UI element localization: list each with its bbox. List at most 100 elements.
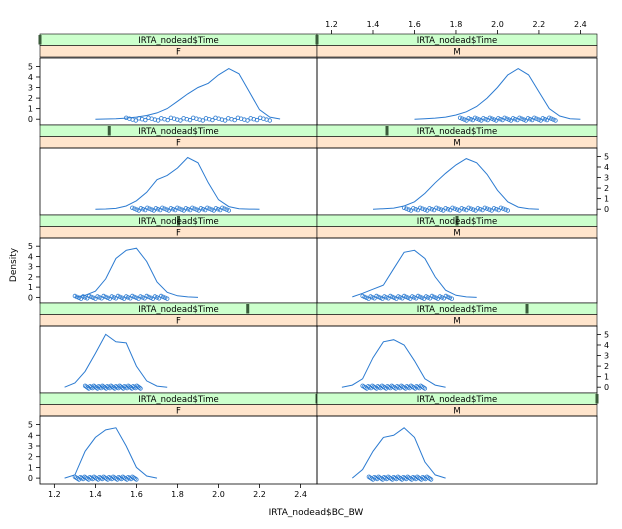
rug-points [82,383,143,391]
rug-points [123,115,272,123]
strip-sex-label: M [453,229,460,239]
x-tick-label: 1.4 [367,20,380,29]
rug-point [448,207,453,213]
rug-point [105,295,110,300]
rug-point [160,205,165,210]
density-curve [341,339,446,388]
rug-point [181,208,186,213]
rug-point [149,207,154,212]
rug-point [459,206,464,211]
rug-point [86,293,92,299]
y-tick-label: 5 [604,152,609,161]
y-tick-label: 0 [604,205,609,214]
panel: IRTA_nodead$Time F [39,392,319,485]
rug-point [482,205,487,210]
panel: IRTA_nodead$Time M [315,33,598,126]
rug-points [401,205,510,213]
y-tick-label: 0 [28,293,33,302]
rug-point [148,295,153,300]
rug-point [151,208,156,213]
rug-point [178,118,183,123]
strip-sex-label: F [176,48,181,58]
strip-variable-label: IRTA_nodead$Time [417,36,497,46]
rug-point [205,205,210,210]
density-curve [95,156,260,210]
y-tick-label: 2 [28,94,33,103]
rug-point [164,207,169,212]
panel: IRTA_nodead$Time M [316,214,598,304]
y-tick-label: 0 [604,383,609,392]
rug-point [438,207,444,212]
rug-point [143,117,148,123]
rug-point [473,208,478,213]
x-tick-label: 2.0 [491,20,504,29]
rug-point [130,205,135,210]
rug-point [450,205,455,210]
rug-point [506,117,512,122]
rug-point [425,208,430,213]
rug-point [232,117,237,123]
strip-level-marker [315,35,319,45]
panel: IRTA_nodead$Time M [316,302,598,394]
rug-point [196,208,201,213]
rug-point [109,294,114,299]
rug-point [527,116,533,122]
rug-point [101,293,106,299]
rug-point [471,207,476,212]
strip-sex-label: F [176,317,181,327]
rug-point [155,118,161,123]
panel-frame [39,147,318,216]
rug-point [168,206,174,211]
rug-point [175,205,180,210]
strip-variable-label: IRTA_nodead$Time [138,36,218,46]
panel-frame [316,237,598,304]
rug-point [97,295,102,300]
x-tick-label: 2.4 [574,20,587,29]
rug-point [200,206,206,212]
density-curve [352,249,477,298]
rug-point [420,206,425,211]
rug-point [183,206,189,211]
x-tick-label: 1.8 [450,20,463,29]
rug-point [501,206,506,211]
rug-point [209,207,214,212]
strip-sex-label: F [176,139,181,149]
rug-point [480,207,485,213]
rug-point [422,386,428,391]
rug-point [454,207,460,212]
rug-point [222,118,228,123]
strip-sex-label: M [453,139,460,149]
rug-point [155,206,161,212]
rug-point [82,295,88,300]
strip-variable-label: IRTA_nodead$Time [138,305,218,315]
rug-point [542,116,548,122]
x-axis-top: 1.2 1.4 1.6 1.8 2.0 2.2 2.4 [325,20,587,34]
rug-point [487,115,492,120]
y-tick-label: 3 [28,263,33,272]
strip-sex [316,45,598,58]
strip-variable-label: IRTA_nodead$Time [138,127,218,137]
rug-points [366,474,434,482]
rug-point [166,208,171,213]
panel: IRTA_nodead$Time F [38,33,318,126]
strip-level-marker [38,35,42,45]
rug-point [170,206,176,212]
panel-frame [316,415,598,485]
rug-point [117,294,123,300]
strip-sex-label: M [453,407,460,417]
rug-points [360,293,454,301]
y-tick-label: 0 [28,115,33,124]
y-tick-label: 0 [28,474,33,483]
x-tick-label: 2.2 [253,490,266,499]
y-tick-label: 5 [28,242,33,251]
rug-point [134,295,139,300]
rug-points [72,474,139,482]
y-tick-label: 2 [604,362,609,371]
rug-point [215,206,221,212]
rug-point [428,477,434,482]
x-tick-label: 2.4 [294,490,307,499]
rug-point [461,206,467,212]
